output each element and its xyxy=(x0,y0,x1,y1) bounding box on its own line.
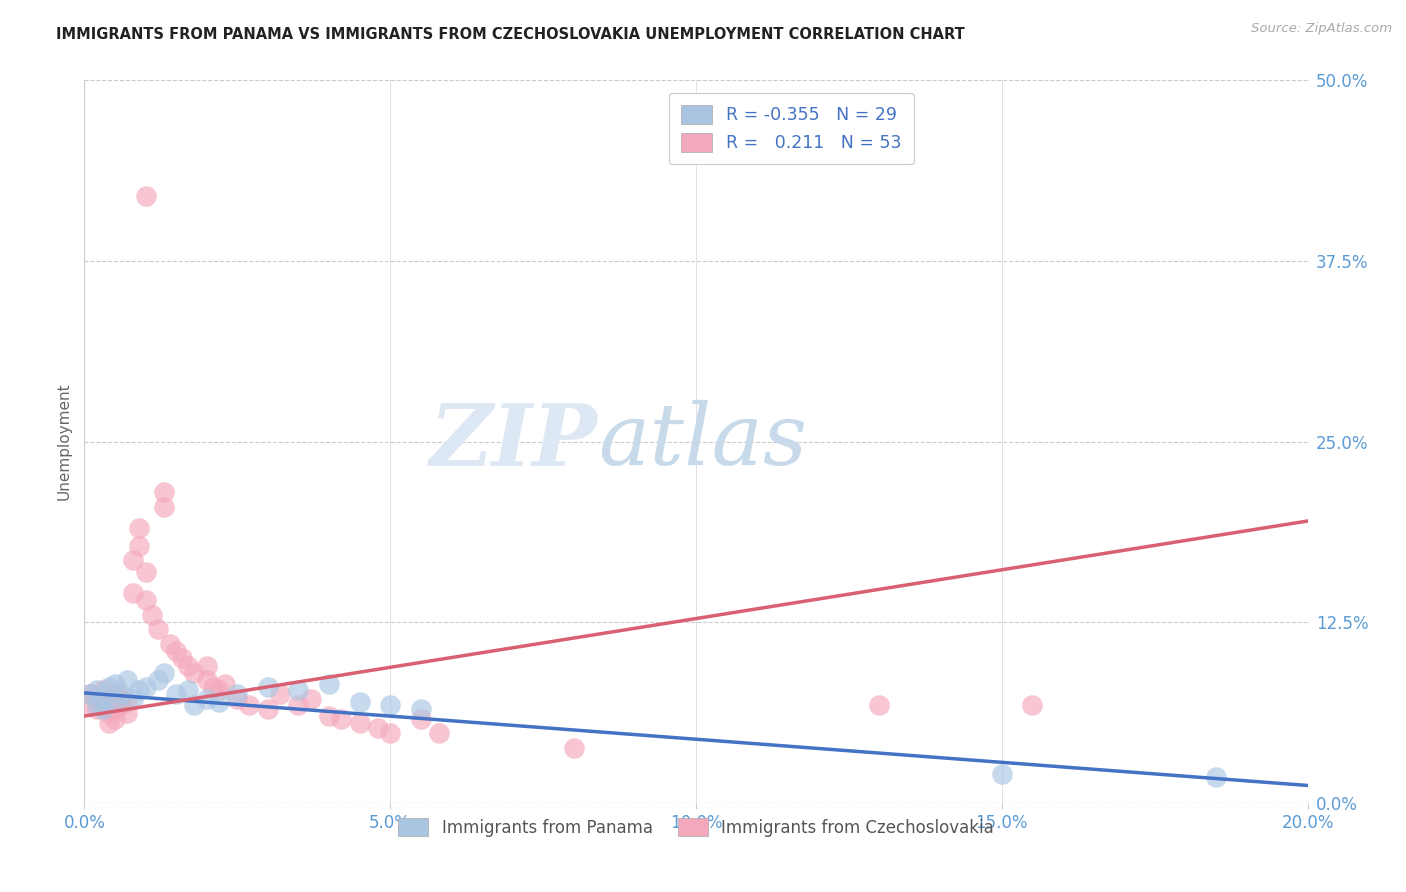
Point xyxy=(122,691,145,706)
Point xyxy=(226,691,249,706)
Point xyxy=(91,695,114,709)
Point xyxy=(183,665,205,680)
Point xyxy=(79,687,101,701)
Point xyxy=(153,485,176,500)
Point xyxy=(195,691,218,706)
Point xyxy=(238,698,260,712)
Point xyxy=(110,691,132,706)
Point xyxy=(409,702,432,716)
Point xyxy=(135,565,157,579)
Point xyxy=(208,683,231,698)
Point xyxy=(86,702,108,716)
Text: IMMIGRANTS FROM PANAMA VS IMMIGRANTS FROM CZECHOSLOVAKIA UNEMPLOYMENT CORRELATIO: IMMIGRANTS FROM PANAMA VS IMMIGRANTS FRO… xyxy=(56,27,965,42)
Point xyxy=(104,702,127,716)
Point xyxy=(177,683,200,698)
Point xyxy=(330,712,353,726)
Point xyxy=(165,644,187,658)
Point xyxy=(135,680,157,694)
Point xyxy=(287,683,309,698)
Point xyxy=(79,687,101,701)
Point xyxy=(97,716,120,731)
Point xyxy=(115,673,138,687)
Point xyxy=(135,189,157,203)
Point xyxy=(104,687,127,701)
Point xyxy=(122,586,145,600)
Point xyxy=(172,651,194,665)
Point xyxy=(409,712,432,726)
Text: atlas: atlas xyxy=(598,401,807,483)
Point xyxy=(86,698,108,712)
Point xyxy=(115,695,138,709)
Point xyxy=(991,767,1014,781)
Point xyxy=(97,706,120,721)
Point xyxy=(104,695,127,709)
Point xyxy=(115,706,138,721)
Point xyxy=(128,683,150,698)
Point xyxy=(201,680,224,694)
Point xyxy=(257,702,280,716)
Point xyxy=(110,687,132,701)
Point xyxy=(427,726,450,740)
Point xyxy=(226,687,249,701)
Point xyxy=(128,521,150,535)
Point xyxy=(86,683,108,698)
Point xyxy=(97,680,120,694)
Point xyxy=(91,702,114,716)
Point xyxy=(380,726,402,740)
Point xyxy=(141,607,163,622)
Point xyxy=(97,698,120,712)
Point xyxy=(91,683,114,698)
Point xyxy=(1205,770,1227,784)
Point xyxy=(208,695,231,709)
Point xyxy=(104,712,127,726)
Point xyxy=(135,593,157,607)
Point xyxy=(562,740,585,755)
Text: ZIP: ZIP xyxy=(430,400,598,483)
Point xyxy=(177,658,200,673)
Point xyxy=(146,623,169,637)
Point xyxy=(146,673,169,687)
Y-axis label: Unemployment: Unemployment xyxy=(56,383,72,500)
Point xyxy=(299,691,322,706)
Point xyxy=(1021,698,1043,712)
Point xyxy=(153,500,176,514)
Point xyxy=(318,709,340,723)
Point xyxy=(380,698,402,712)
Point xyxy=(110,698,132,712)
Point xyxy=(195,673,218,687)
Point xyxy=(287,698,309,712)
Point xyxy=(165,687,187,701)
Point xyxy=(153,665,176,680)
Point xyxy=(869,698,891,712)
Point xyxy=(122,553,145,567)
Point xyxy=(269,687,291,701)
Point xyxy=(349,716,371,731)
Point xyxy=(318,677,340,691)
Point xyxy=(91,691,114,706)
Point xyxy=(257,680,280,694)
Text: Source: ZipAtlas.com: Source: ZipAtlas.com xyxy=(1251,22,1392,36)
Point xyxy=(79,698,101,712)
Point xyxy=(128,539,150,553)
Point xyxy=(159,637,181,651)
Point xyxy=(214,677,236,691)
Point xyxy=(86,691,108,706)
Point xyxy=(367,721,389,735)
Point xyxy=(183,698,205,712)
Point xyxy=(349,695,371,709)
Legend: Immigrants from Panama, Immigrants from Czechoslovakia: Immigrants from Panama, Immigrants from … xyxy=(387,806,1005,848)
Point xyxy=(104,677,127,691)
Point xyxy=(195,658,218,673)
